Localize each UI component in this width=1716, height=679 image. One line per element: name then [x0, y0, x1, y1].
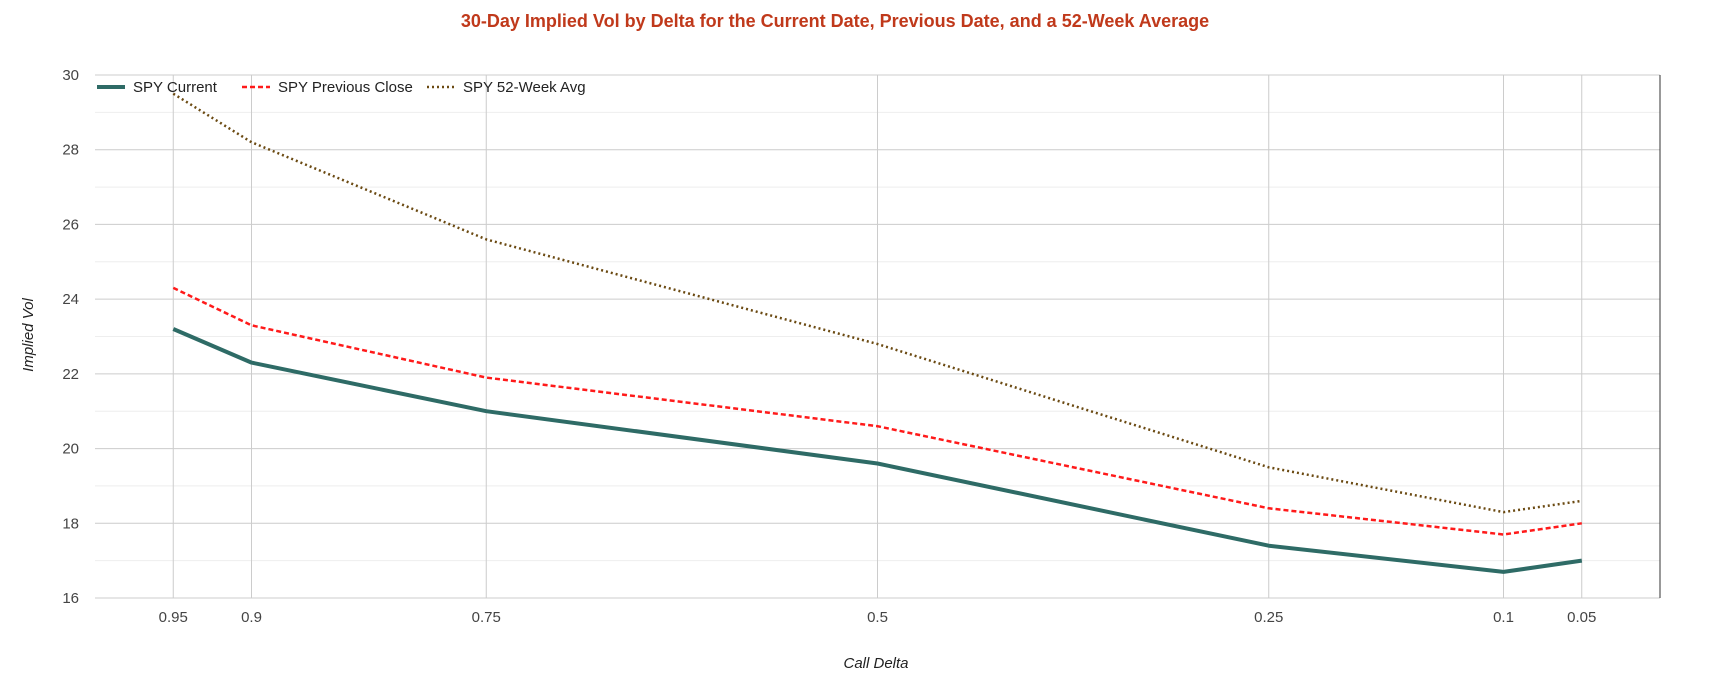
grid	[95, 74, 1660, 599]
legend-label: SPY 52-Week Avg	[463, 79, 586, 96]
y-tick-label: 26	[62, 216, 79, 233]
y-tick-label: 30	[62, 67, 79, 84]
series-line-spy-current	[172, 327, 1583, 574]
x-tick-label: 0.25	[1254, 609, 1283, 626]
y-tick-label: 18	[62, 515, 79, 532]
y-tick-label: 22	[62, 366, 79, 383]
y-tick-label: 16	[62, 590, 79, 607]
x-tick-label: 0.75	[472, 609, 501, 626]
y-tick-label: 24	[62, 291, 79, 308]
legend-label: SPY Current	[133, 79, 218, 96]
x-tick-label: 0.5	[867, 609, 888, 626]
x-tick-label: 0.05	[1567, 609, 1596, 626]
axes: 16 18 20 22 24 26 28 30 0.95 0.9 0.75 0.5 0.25 0.1 0.0…	[62, 67, 1661, 626]
legend: SPY Current SPY Previous Close SPY 52-Week…	[97, 79, 586, 96]
series-lines	[172, 92, 1583, 574]
x-tick-label: 0.1	[1493, 609, 1514, 626]
series-line-spy-52-week-avg	[172, 92, 1582, 514]
x-axis-title: Call Delta	[843, 655, 908, 672]
legend-label: SPY Previous Close	[278, 79, 413, 96]
y-axis-title: Implied Vol	[20, 298, 37, 372]
series-line-spy-previous-close	[172, 286, 1582, 536]
y-tick-label: 28	[62, 142, 79, 159]
chart-title: 30-Day Implied Vol by Delta for the Curr…	[461, 11, 1209, 31]
y-tick-label: 20	[62, 441, 79, 458]
x-tick-label: 0.95	[159, 609, 188, 626]
x-tick-label: 0.9	[241, 609, 262, 626]
